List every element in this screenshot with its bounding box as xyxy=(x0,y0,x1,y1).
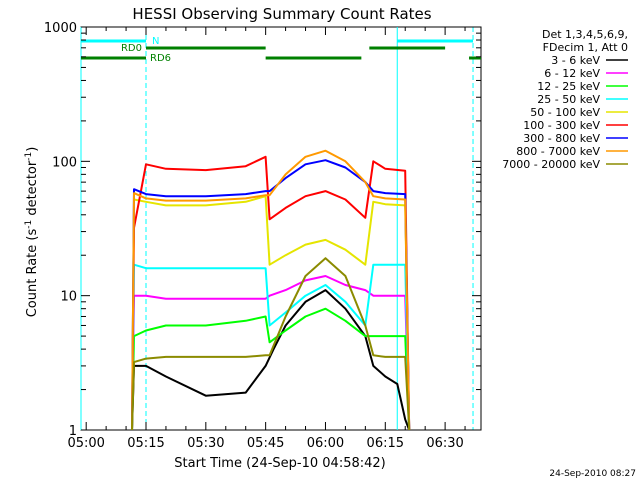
x-axis-label: Start Time (24-Sep-10 04:58:42) xyxy=(174,456,385,471)
rd6-label: RD6 xyxy=(150,53,171,64)
series-line xyxy=(131,195,411,431)
y-axis-label: Count Rate (s-1 detector-1) xyxy=(24,147,40,318)
x-tick-label: 06:00 xyxy=(307,436,344,451)
x-tick-label: 06:30 xyxy=(426,436,463,451)
y-tick-label: 100 xyxy=(52,155,77,170)
series-line xyxy=(131,149,411,431)
y-tick-label: 1 xyxy=(69,424,77,439)
y-axis-label-part: Count Rate (s xyxy=(25,229,40,318)
y-tick-label: 1000 xyxy=(44,21,77,36)
series-line xyxy=(131,289,411,431)
x-tick-label: 05:00 xyxy=(67,436,104,451)
legend-entry-label: 6 - 12 keV xyxy=(544,67,600,80)
y-axis-label-sup: -1 xyxy=(24,152,34,161)
y-axis-label-part: detector xyxy=(25,160,40,220)
x-tick-label: 05:15 xyxy=(127,436,164,451)
legend-entry-label: 3 - 6 keV xyxy=(551,54,600,67)
x-tick-label: 05:45 xyxy=(247,436,284,451)
legend-header-line: Det 1,3,4,5,6,9, xyxy=(542,28,628,41)
x-tick-label: 05:30 xyxy=(187,436,224,451)
series-line xyxy=(131,159,411,431)
legend-entry-label: 100 - 300 keV xyxy=(523,119,600,132)
series-layer xyxy=(131,149,411,431)
legend-entry-label: 25 - 50 keV xyxy=(537,93,600,106)
x-tick-label: 06:15 xyxy=(367,436,404,451)
series-line xyxy=(131,257,411,431)
series-line xyxy=(131,263,411,431)
night-label: N xyxy=(152,36,159,47)
rd0-label: RD0 xyxy=(121,43,142,54)
legend: Det 1,3,4,5,6,9, FDecim 1, Att 0 3 - 6 k… xyxy=(502,28,628,171)
series-line xyxy=(131,155,411,431)
y-axis-label-sup: -1 xyxy=(24,220,34,229)
generated-timestamp: 24-Sep-2010 08:27 xyxy=(549,469,636,479)
annotation-layer: N RD0 RD6 xyxy=(80,27,481,430)
tick-layer: 05:00 05:15 05:30 05:45 06:00 06:15 06:30 1 10 10… xyxy=(44,21,481,451)
legend-header-line: FDecim 1, Att 0 xyxy=(543,41,628,54)
legend-entry-label: 50 - 100 keV xyxy=(530,106,600,119)
legend-entry-label: 7000 - 20000 keV xyxy=(502,158,600,171)
legend-entry-label: 800 - 7000 keV xyxy=(516,145,600,158)
legend-entry-label: 12 - 25 keV xyxy=(537,80,600,93)
legend-entry-label: 300 - 800 keV xyxy=(523,132,600,145)
plot-area xyxy=(80,26,482,431)
chart-title: HESSI Observing Summary Count Rates xyxy=(132,5,431,23)
plot-border xyxy=(80,26,482,431)
y-axis-label-part: ) xyxy=(25,147,40,152)
y-tick-label: 10 xyxy=(60,290,77,305)
series-line xyxy=(131,275,411,431)
series-line xyxy=(131,307,411,431)
